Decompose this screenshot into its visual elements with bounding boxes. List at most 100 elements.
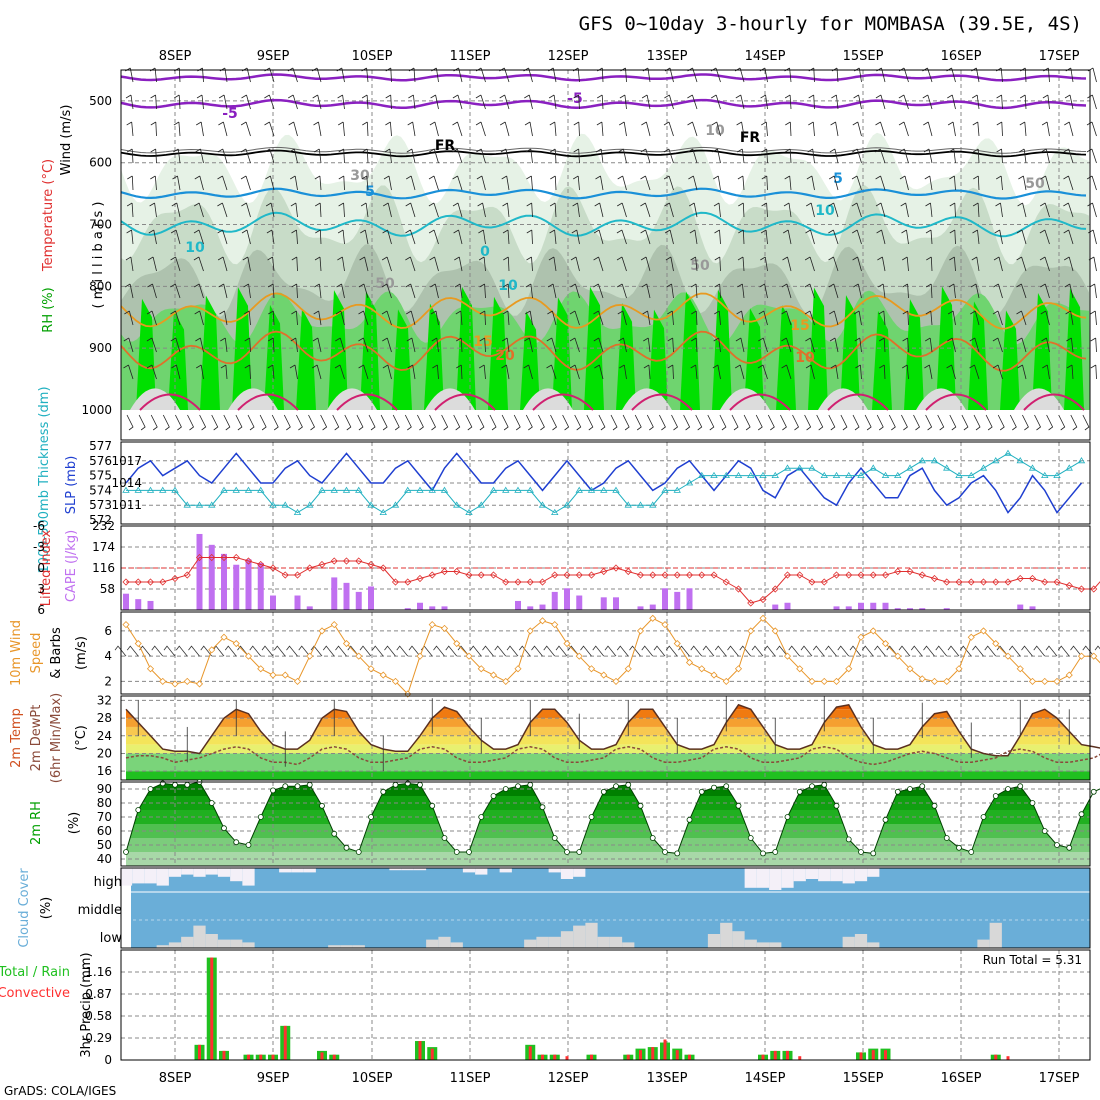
wind-barb [641, 94, 651, 110]
wind-barb [828, 256, 839, 272]
upper-ylabel-units: ( m i l l i b a r s ) [91, 202, 106, 309]
wind-barb [454, 283, 463, 299]
wind-barb [878, 310, 886, 326]
cape-bar [919, 608, 926, 610]
wind-barb [1089, 283, 1097, 299]
wind-barb [640, 202, 651, 218]
rh-shade-bright [520, 311, 540, 410]
thickness-point [171, 486, 179, 493]
wind-barb [405, 283, 416, 299]
surface-barb [550, 414, 558, 431]
wind-barb [384, 148, 392, 164]
cloud-high-bar [548, 868, 561, 873]
wind-barb [1016, 256, 1027, 272]
precip-conv-bar [565, 1056, 569, 1060]
cape-bar [147, 600, 154, 610]
li-point [171, 574, 179, 583]
wind10-barb [1008, 645, 1021, 657]
wind10-ytick: 4 [104, 649, 112, 663]
wind-barb [712, 148, 721, 164]
wind10-point [710, 671, 718, 679]
temp-ytick: 28 [97, 711, 112, 725]
wind-barb [992, 310, 1003, 326]
contour-25-arch [139, 393, 201, 411]
wind-barb [126, 121, 134, 137]
li-point [747, 599, 755, 607]
rh-point [649, 835, 656, 841]
precip-conv-bar [639, 1050, 642, 1060]
wind-barb [805, 229, 815, 245]
rh-shade-bright [936, 286, 956, 410]
wind-barb [429, 256, 439, 272]
wind-barb [524, 310, 533, 326]
wind-barb [1041, 148, 1050, 164]
wind10-point [1065, 671, 1073, 679]
wind10-barb [543, 645, 556, 657]
wind10-barb [984, 645, 997, 657]
wind10-point [649, 614, 657, 622]
wind-barb [713, 337, 721, 353]
surface-barb [465, 414, 473, 431]
wind10-point [134, 639, 142, 648]
wind-barb [1040, 283, 1050, 299]
wind-barb [406, 337, 416, 353]
wind-barb [429, 148, 439, 164]
contour-15 [120, 292, 1087, 330]
surface-barb [646, 414, 654, 431]
wind10-barb [751, 645, 764, 657]
rh-point [625, 781, 632, 788]
precip-legend-total: Total / Rain [0, 965, 70, 980]
wind-barb [829, 310, 839, 326]
wind10-point [1016, 665, 1024, 673]
rh-point [1078, 811, 1085, 818]
rh-point [147, 786, 154, 792]
cloud-high-bar [756, 868, 770, 888]
wind-barb [781, 310, 792, 326]
wind10-barb [555, 645, 568, 657]
thickness-point [600, 486, 608, 493]
thickness-point [404, 486, 412, 493]
wind10-barb [1021, 645, 1033, 657]
wind-barb [759, 283, 768, 299]
rh-point [735, 802, 742, 809]
wind-barb [993, 283, 1003, 299]
rh-point [208, 800, 215, 806]
surface-barb [356, 414, 364, 431]
wind-barb [1018, 175, 1027, 191]
contour-label: 10 [705, 123, 725, 139]
thickness-point [881, 471, 890, 478]
wind-barb [244, 364, 251, 380]
surface-barb [211, 414, 219, 431]
li-point [257, 560, 265, 569]
li-point [220, 553, 228, 562]
li-point [269, 564, 277, 572]
rh-point [980, 814, 987, 820]
wind10-point [1077, 652, 1086, 660]
wind-barb [312, 94, 322, 110]
wind10-point [232, 639, 240, 648]
contour-25-arch [434, 393, 496, 411]
wind-barb [641, 121, 651, 137]
thickness-point [1065, 464, 1073, 471]
cloud-high-bar [217, 868, 231, 877]
li-point [195, 553, 204, 562]
precip-conv-bar [884, 1050, 887, 1060]
wind-barb [123, 364, 134, 380]
wind-barb [291, 256, 298, 272]
wind10-barb [1094, 645, 1100, 651]
wind-barb [405, 229, 416, 245]
rh-point [233, 839, 240, 846]
rh-shade-bright [680, 291, 700, 410]
rh-ytick: 50 [97, 838, 112, 852]
wind-barb [570, 283, 580, 299]
surface-barb [925, 414, 933, 431]
wind-barb [218, 283, 228, 299]
surface-barb [586, 414, 594, 431]
cape-bar [1017, 604, 1024, 610]
wind-barb [665, 256, 674, 272]
wind-barb [714, 310, 721, 326]
wind-barb [337, 121, 345, 137]
wind-barb [995, 175, 1003, 191]
li-point [1028, 574, 1037, 583]
